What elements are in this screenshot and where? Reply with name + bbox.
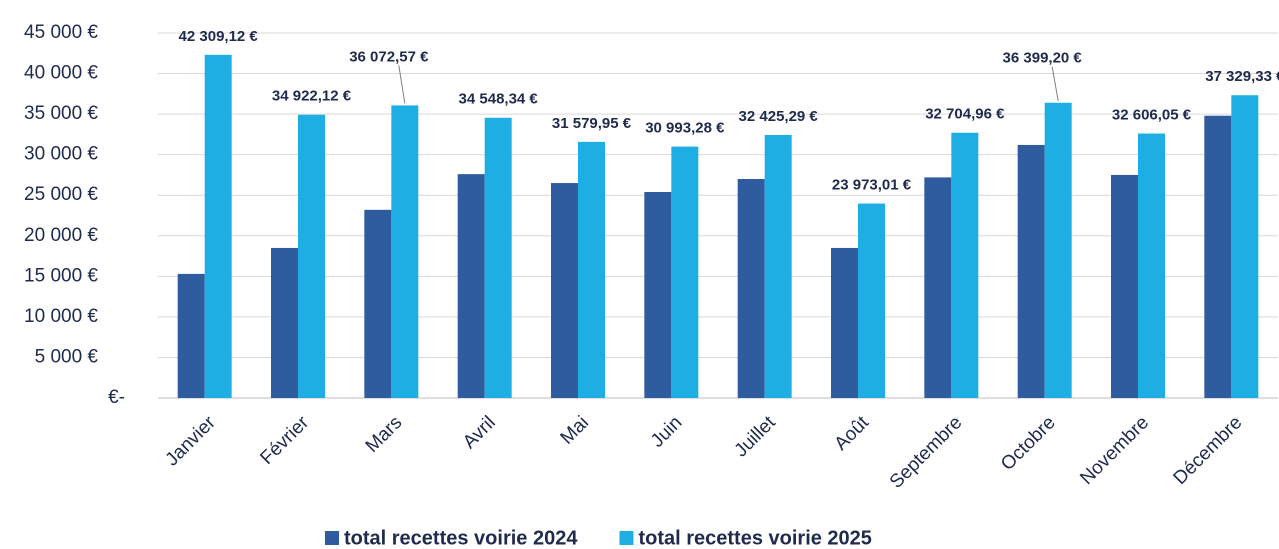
x-tick-label: Février <box>256 412 313 469</box>
bar <box>1044 102 1072 398</box>
y-tick-label: 10 000 € <box>24 306 98 327</box>
bar <box>858 203 885 398</box>
x-tick-label: Janvier <box>162 412 221 471</box>
leader-line <box>398 65 406 104</box>
data-label: 37 329,33 € <box>1205 68 1279 85</box>
data-label: 36 072,57 € <box>349 48 429 65</box>
y-tick-label: 40 000 € <box>24 63 98 84</box>
x-tick-label: Octobre <box>997 412 1060 475</box>
bar <box>1204 115 1232 398</box>
data-label: 30 993,28 € <box>645 120 725 137</box>
data-label: 23 973,01 € <box>832 177 912 194</box>
y-tick-label: 25 000 € <box>24 184 98 205</box>
y-tick-label: 15 000 € <box>24 265 98 286</box>
bar <box>1111 174 1138 398</box>
x-tick-label: Décembre <box>1170 412 1247 489</box>
bar <box>671 146 699 398</box>
bar <box>298 114 325 399</box>
bar <box>737 179 765 398</box>
y-tick-label: 45 000 € <box>24 22 98 43</box>
bar <box>1231 95 1259 399</box>
bar <box>1138 133 1165 399</box>
x-tick-label: Mars <box>362 412 407 457</box>
legend-label: total recettes voirie 2025 <box>638 527 871 549</box>
legend-swatch <box>325 531 339 545</box>
data-label: 34 922,12 € <box>272 88 352 105</box>
data-label: 32 606,05 € <box>1112 106 1192 123</box>
bar <box>484 117 512 399</box>
data-label: 36 399,20 € <box>1003 50 1083 67</box>
x-tick-label: Juillet <box>731 412 781 462</box>
y-tick-label: 20 000 € <box>24 225 98 246</box>
bar <box>1017 144 1045 398</box>
bar <box>391 105 419 398</box>
bar <box>831 247 858 398</box>
y-tick-label: 30 000 € <box>24 144 98 165</box>
x-tick-label: Septembre <box>886 412 967 493</box>
bar <box>177 273 205 398</box>
data-label: 31 579,95 € <box>552 115 632 132</box>
y-tick-label: €- <box>108 387 125 408</box>
bar <box>924 177 952 398</box>
bar <box>551 183 578 398</box>
data-label: 42 309,12 € <box>179 28 259 45</box>
x-tick-label: Juin <box>647 412 686 451</box>
bar <box>204 54 232 399</box>
x-tick-label: Avril <box>459 412 500 453</box>
legend-label: total recettes voirie 2024 <box>344 527 578 549</box>
leader-line <box>1051 66 1059 101</box>
data-label: 32 704,96 € <box>925 106 1005 123</box>
data-label: 32 425,29 € <box>739 108 819 125</box>
y-tick-label: 5 000 € <box>35 346 99 367</box>
bar <box>951 132 979 398</box>
bar <box>457 174 485 398</box>
bar <box>764 134 792 398</box>
x-tick-label: Août <box>831 412 874 455</box>
y-tick-label: 35 000 € <box>24 103 98 124</box>
x-tick-label: Novembre <box>1076 412 1153 489</box>
x-tick-label: Mai <box>557 412 594 449</box>
bar <box>271 247 298 398</box>
data-label: 34 548,34 € <box>459 91 539 108</box>
bar <box>644 191 672 398</box>
bar <box>578 141 605 399</box>
legend-swatch <box>619 531 634 545</box>
bar <box>364 209 392 398</box>
